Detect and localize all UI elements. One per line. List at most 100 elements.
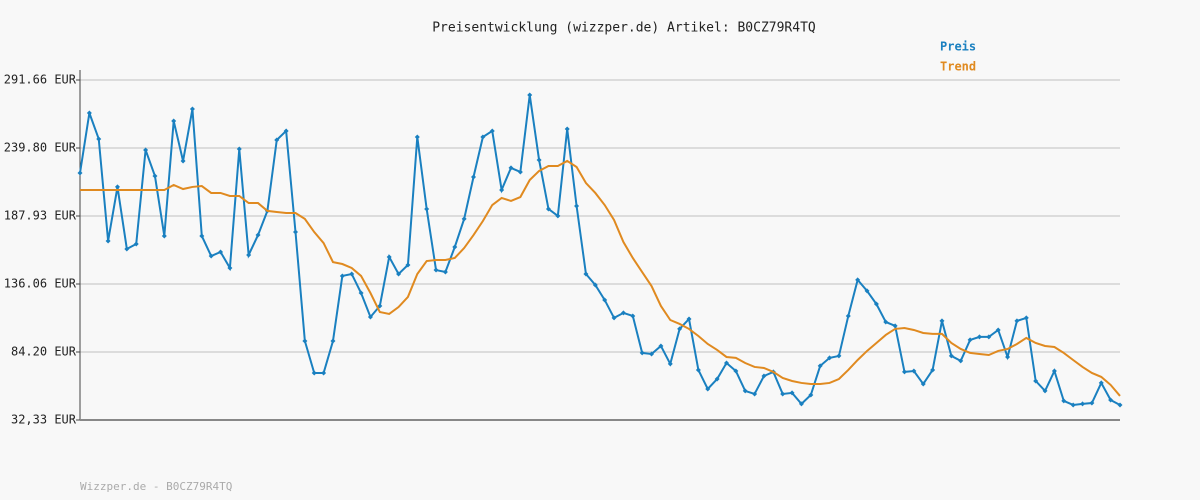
footer: Wizzper.de - B0CZ79R4TQ [80, 480, 232, 493]
point-marker [189, 106, 195, 112]
point-marker [855, 277, 861, 283]
point-marker [1033, 378, 1039, 384]
point-marker [545, 206, 551, 212]
legend-label: Preis [940, 40, 976, 54]
point-marker [761, 373, 767, 379]
point-marker [705, 386, 711, 392]
point-marker [274, 137, 280, 143]
point-marker [930, 367, 936, 373]
point-marker [714, 376, 720, 382]
point-marker [873, 301, 879, 307]
point-marker [1014, 318, 1020, 324]
point-marker [77, 170, 83, 176]
point-marker [630, 313, 636, 319]
point-marker [452, 244, 458, 250]
point-marker [171, 118, 177, 124]
point-marker [649, 351, 655, 357]
y-tick-label: 187.93 EUR [4, 208, 77, 222]
point-marker [105, 238, 111, 244]
y-tick-label: 84.20 EUR [11, 344, 77, 358]
point-marker [611, 315, 617, 321]
point-marker [817, 363, 823, 369]
point-marker [602, 297, 608, 303]
point-marker [1042, 388, 1048, 394]
point-marker [677, 326, 683, 332]
point-marker [742, 388, 748, 394]
point-marker [255, 232, 261, 238]
point-marker [386, 254, 392, 260]
point-marker [414, 134, 420, 140]
point-marker [780, 391, 786, 397]
y-tick-label: 239.80 EUR [4, 140, 77, 154]
point-marker [349, 271, 355, 277]
point-marker [986, 334, 992, 340]
point-marker [330, 338, 336, 344]
point-marker [1051, 368, 1057, 374]
point-marker [218, 249, 224, 255]
point-marker [124, 246, 130, 252]
point-marker [321, 370, 327, 376]
point-marker [948, 353, 954, 359]
point-marker [667, 361, 673, 367]
point-marker [86, 110, 92, 116]
point-marker [620, 310, 626, 316]
point-marker [967, 337, 973, 343]
point-marker [433, 267, 439, 273]
point-marker [958, 358, 964, 364]
point-marker [1005, 354, 1011, 360]
point-marker [920, 381, 926, 387]
point-marker [461, 216, 467, 222]
point-marker [939, 318, 945, 324]
point-marker [808, 392, 814, 398]
point-marker [236, 146, 242, 152]
point-marker [1070, 402, 1076, 408]
point-marker [536, 157, 542, 163]
series-line [80, 159, 1121, 397]
point-marker [836, 353, 842, 359]
point-marker [733, 368, 739, 374]
point-marker [574, 203, 580, 209]
point-marker [1089, 400, 1095, 406]
y-tick-label: 291.66 EUR [4, 73, 77, 87]
point-marker [471, 174, 477, 180]
point-marker [358, 290, 364, 296]
legend-label: Trend [940, 60, 976, 74]
point-marker [695, 367, 701, 373]
point-marker [995, 327, 1001, 333]
point-marker [564, 126, 570, 132]
point-marker [827, 355, 833, 361]
point-marker [517, 169, 523, 175]
point-marker [489, 128, 495, 134]
point-marker [96, 136, 102, 142]
point-marker [911, 368, 917, 374]
point-marker [424, 206, 430, 212]
point-marker [508, 165, 514, 171]
point-marker [405, 262, 411, 268]
point-marker [161, 233, 167, 239]
point-marker [723, 360, 729, 366]
point-marker [798, 401, 804, 407]
point-marker [1061, 398, 1067, 404]
point-marker [246, 252, 252, 258]
point-marker [883, 319, 889, 325]
point-marker [555, 213, 561, 219]
point-marker [180, 158, 186, 164]
point-marker [1098, 380, 1104, 386]
point-marker [302, 338, 308, 344]
point-marker [311, 370, 317, 376]
point-marker [658, 343, 664, 349]
point-marker [292, 229, 298, 235]
point-marker [199, 233, 205, 239]
point-marker [143, 147, 149, 153]
y-tick-label: 32,33 EUR [11, 413, 77, 427]
point-marker [367, 314, 373, 320]
point-marker [499, 187, 505, 193]
point-marker [1108, 397, 1114, 403]
point-marker [208, 253, 214, 259]
point-marker [864, 288, 870, 294]
point-marker [639, 350, 645, 356]
point-marker [152, 173, 158, 179]
point-marker [480, 134, 486, 140]
